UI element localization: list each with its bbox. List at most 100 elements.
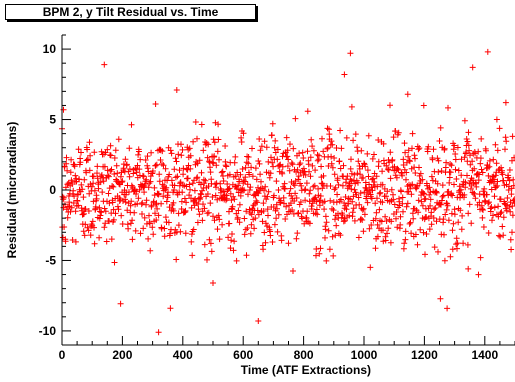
data-point (216, 236, 223, 243)
data-point (67, 169, 74, 176)
data-point (490, 156, 497, 163)
data-point (155, 191, 162, 198)
data-point (322, 226, 329, 233)
data-point (147, 173, 154, 180)
data-point (491, 176, 498, 183)
data-point (333, 199, 340, 206)
data-point (237, 192, 244, 199)
data-point (406, 158, 413, 165)
data-point (372, 245, 379, 252)
data-point (309, 162, 316, 169)
data-point (479, 206, 486, 212)
data-point (412, 155, 418, 162)
data-point (159, 148, 166, 155)
data-point (95, 185, 102, 192)
data-point (161, 233, 168, 240)
data-point (104, 172, 111, 179)
data-point (302, 171, 309, 178)
data-point (170, 199, 177, 206)
data-point (143, 201, 149, 208)
data-point (307, 154, 314, 161)
data-point (62, 238, 69, 245)
data-point (346, 212, 353, 219)
data-point (384, 188, 391, 195)
data-point (461, 154, 468, 161)
data-point (261, 229, 268, 236)
data-point (274, 205, 280, 212)
data-point (310, 147, 317, 154)
data-point (295, 173, 302, 180)
data-point (360, 228, 367, 235)
data-point (380, 140, 387, 147)
data-point (274, 228, 281, 235)
data-point (478, 135, 485, 142)
data-point (298, 182, 305, 189)
data-point (320, 148, 327, 155)
data-point (242, 164, 249, 171)
data-point (279, 163, 286, 170)
data-point (207, 164, 213, 171)
data-point (417, 170, 424, 177)
data-point (281, 180, 288, 187)
data-point (318, 163, 325, 170)
data-point (415, 209, 422, 216)
data-point (401, 240, 408, 247)
data-point (296, 150, 303, 157)
data-point (118, 179, 125, 186)
data-point (399, 172, 406, 179)
data-point (90, 180, 97, 187)
data-point (395, 166, 402, 173)
data-point (347, 50, 354, 57)
data-point (191, 187, 198, 194)
data-point (293, 195, 300, 201)
data-point (78, 207, 85, 214)
data-point (267, 232, 274, 239)
data-point (336, 158, 343, 165)
data-point (138, 201, 145, 208)
data-point (259, 218, 266, 225)
data-point (160, 162, 167, 169)
data-point (100, 178, 107, 185)
data-point (187, 186, 193, 193)
data-point (233, 210, 240, 217)
data-point (78, 149, 84, 156)
x-tick-label: 200 (112, 348, 132, 362)
data-point (455, 167, 462, 174)
data-point (351, 186, 358, 193)
data-point (112, 210, 119, 217)
data-point (199, 187, 206, 194)
data-point (241, 187, 248, 194)
data-point (312, 167, 319, 174)
data-point (305, 161, 312, 168)
data-point (164, 194, 171, 201)
data-point (359, 217, 366, 223)
data-point (344, 173, 351, 180)
data-point (288, 192, 295, 199)
data-point (478, 166, 485, 173)
data-point (195, 206, 202, 213)
data-point (188, 231, 195, 238)
data-point (465, 210, 472, 217)
data-point (264, 206, 271, 213)
data-point (114, 203, 121, 210)
data-point (354, 144, 361, 151)
data-point (494, 178, 501, 185)
data-point (247, 184, 254, 191)
data-point (224, 181, 231, 187)
data-point (228, 197, 235, 204)
data-point (187, 165, 194, 172)
data-point (229, 203, 236, 210)
data-point (137, 230, 144, 237)
data-points (59, 48, 515, 336)
data-point (477, 254, 484, 261)
data-point (397, 213, 404, 220)
data-point (440, 216, 447, 223)
data-point (128, 182, 135, 189)
data-point (355, 158, 362, 165)
data-point (124, 207, 131, 214)
data-point (433, 188, 440, 195)
data-point (152, 101, 159, 107)
data-point (477, 160, 484, 167)
data-point (405, 147, 412, 154)
data-point (214, 148, 221, 155)
